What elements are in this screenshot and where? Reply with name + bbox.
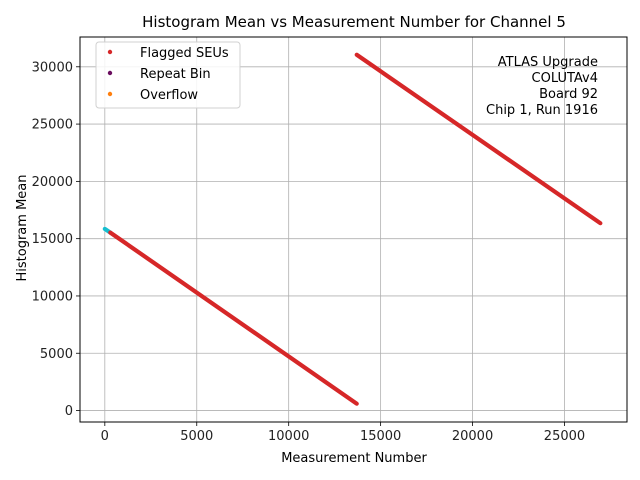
legend: Flagged SEUs Repeat Bin Overflow bbox=[95, 41, 241, 109]
axis-ticks: 0 5000 10000 15000 20000 25000 0 5000 10000 15000… bbox=[32, 60, 586, 444]
x-tick-label: 0 bbox=[101, 429, 109, 444]
y-tick-label: 15000 bbox=[32, 232, 73, 247]
annotation-line: Board 92 bbox=[539, 87, 598, 102]
y-tick-label: 30000 bbox=[32, 60, 73, 75]
plot-frame bbox=[79, 36, 628, 423]
y-axis-label: Histogram Mean bbox=[15, 175, 30, 282]
grid bbox=[80, 37, 627, 422]
y-tick-label: 5000 bbox=[40, 347, 73, 362]
scatter-series bbox=[102, 52, 603, 406]
x-tick-label: 25000 bbox=[544, 429, 585, 444]
x-tick-label: 5000 bbox=[180, 429, 213, 444]
legend-label: Repeat Bin bbox=[140, 67, 211, 82]
y-tick-label: 20000 bbox=[32, 175, 73, 190]
annotation-line: COLUTAv4 bbox=[532, 71, 598, 86]
legend-marker bbox=[107, 91, 113, 97]
legend-marker bbox=[107, 49, 113, 55]
legend-label: Overflow bbox=[140, 88, 198, 103]
y-tick-label: 25000 bbox=[32, 118, 73, 133]
y-tick-label: 0 bbox=[65, 404, 73, 419]
series-points-flagged-seus bbox=[354, 52, 603, 226]
legend-marker bbox=[107, 70, 113, 76]
legend-box bbox=[95, 41, 241, 109]
legend-label: Flagged SEUs bbox=[140, 46, 229, 61]
chart-title: Histogram Mean vs Measurement Number for… bbox=[142, 13, 566, 31]
annotation-line: Chip 1, Run 1916 bbox=[486, 103, 598, 118]
series-points-flagged-seus bbox=[108, 230, 359, 406]
x-tick-label: 15000 bbox=[360, 429, 401, 444]
x-tick-label: 20000 bbox=[452, 429, 493, 444]
x-axis-label: Measurement Number bbox=[281, 451, 427, 466]
annotation-line: ATLAS Upgrade bbox=[498, 55, 598, 70]
y-tick-label: 10000 bbox=[32, 289, 73, 304]
x-tick-label: 10000 bbox=[268, 429, 309, 444]
